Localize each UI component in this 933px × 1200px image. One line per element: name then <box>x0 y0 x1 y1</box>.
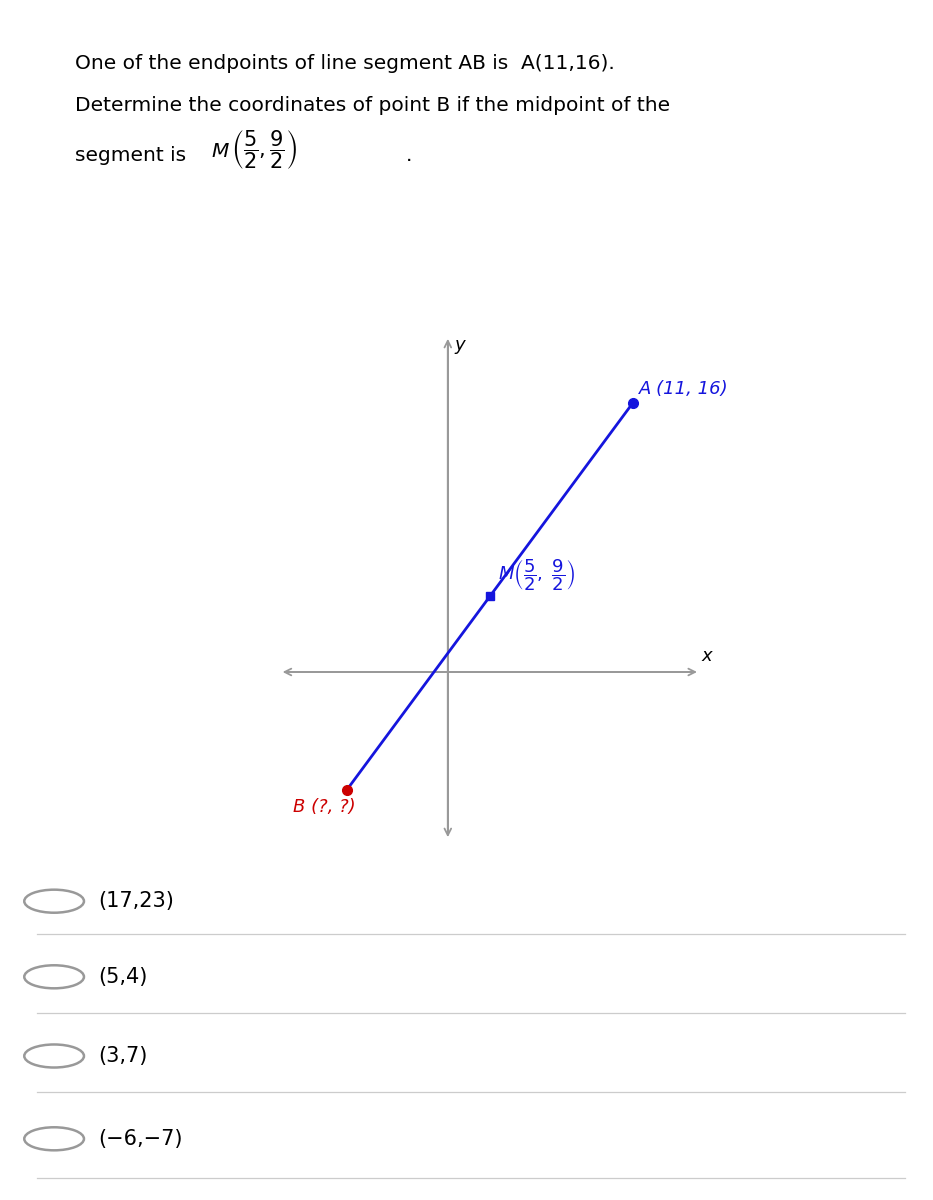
Text: Determine the coordinates of point B if the midpoint of the: Determine the coordinates of point B if … <box>75 96 670 115</box>
Text: (−6,−7): (−6,−7) <box>98 1129 183 1148</box>
Text: x: x <box>702 647 712 665</box>
Text: (5,4): (5,4) <box>98 967 147 986</box>
Text: $M\left(\dfrac{5}{2},\ \dfrac{9}{2}\right)$: $M\left(\dfrac{5}{2},\ \dfrac{9}{2}\righ… <box>498 557 576 593</box>
Text: A (11, 16): A (11, 16) <box>639 380 729 398</box>
Text: One of the endpoints of line segment AB is  A(11,16).: One of the endpoints of line segment AB … <box>75 54 615 73</box>
Text: B (?, ?): B (?, ?) <box>293 798 355 816</box>
Text: (17,23): (17,23) <box>98 892 174 911</box>
Text: (3,7): (3,7) <box>98 1046 147 1066</box>
Text: .: . <box>406 146 412 166</box>
Text: segment is: segment is <box>75 146 192 166</box>
Text: y: y <box>454 336 466 354</box>
Text: $\it{M}$: $\it{M}$ <box>211 142 230 161</box>
Text: $\left(\dfrac{5}{2},\dfrac{9}{2}\right)$: $\left(\dfrac{5}{2},\dfrac{9}{2}\right)$ <box>231 128 298 172</box>
